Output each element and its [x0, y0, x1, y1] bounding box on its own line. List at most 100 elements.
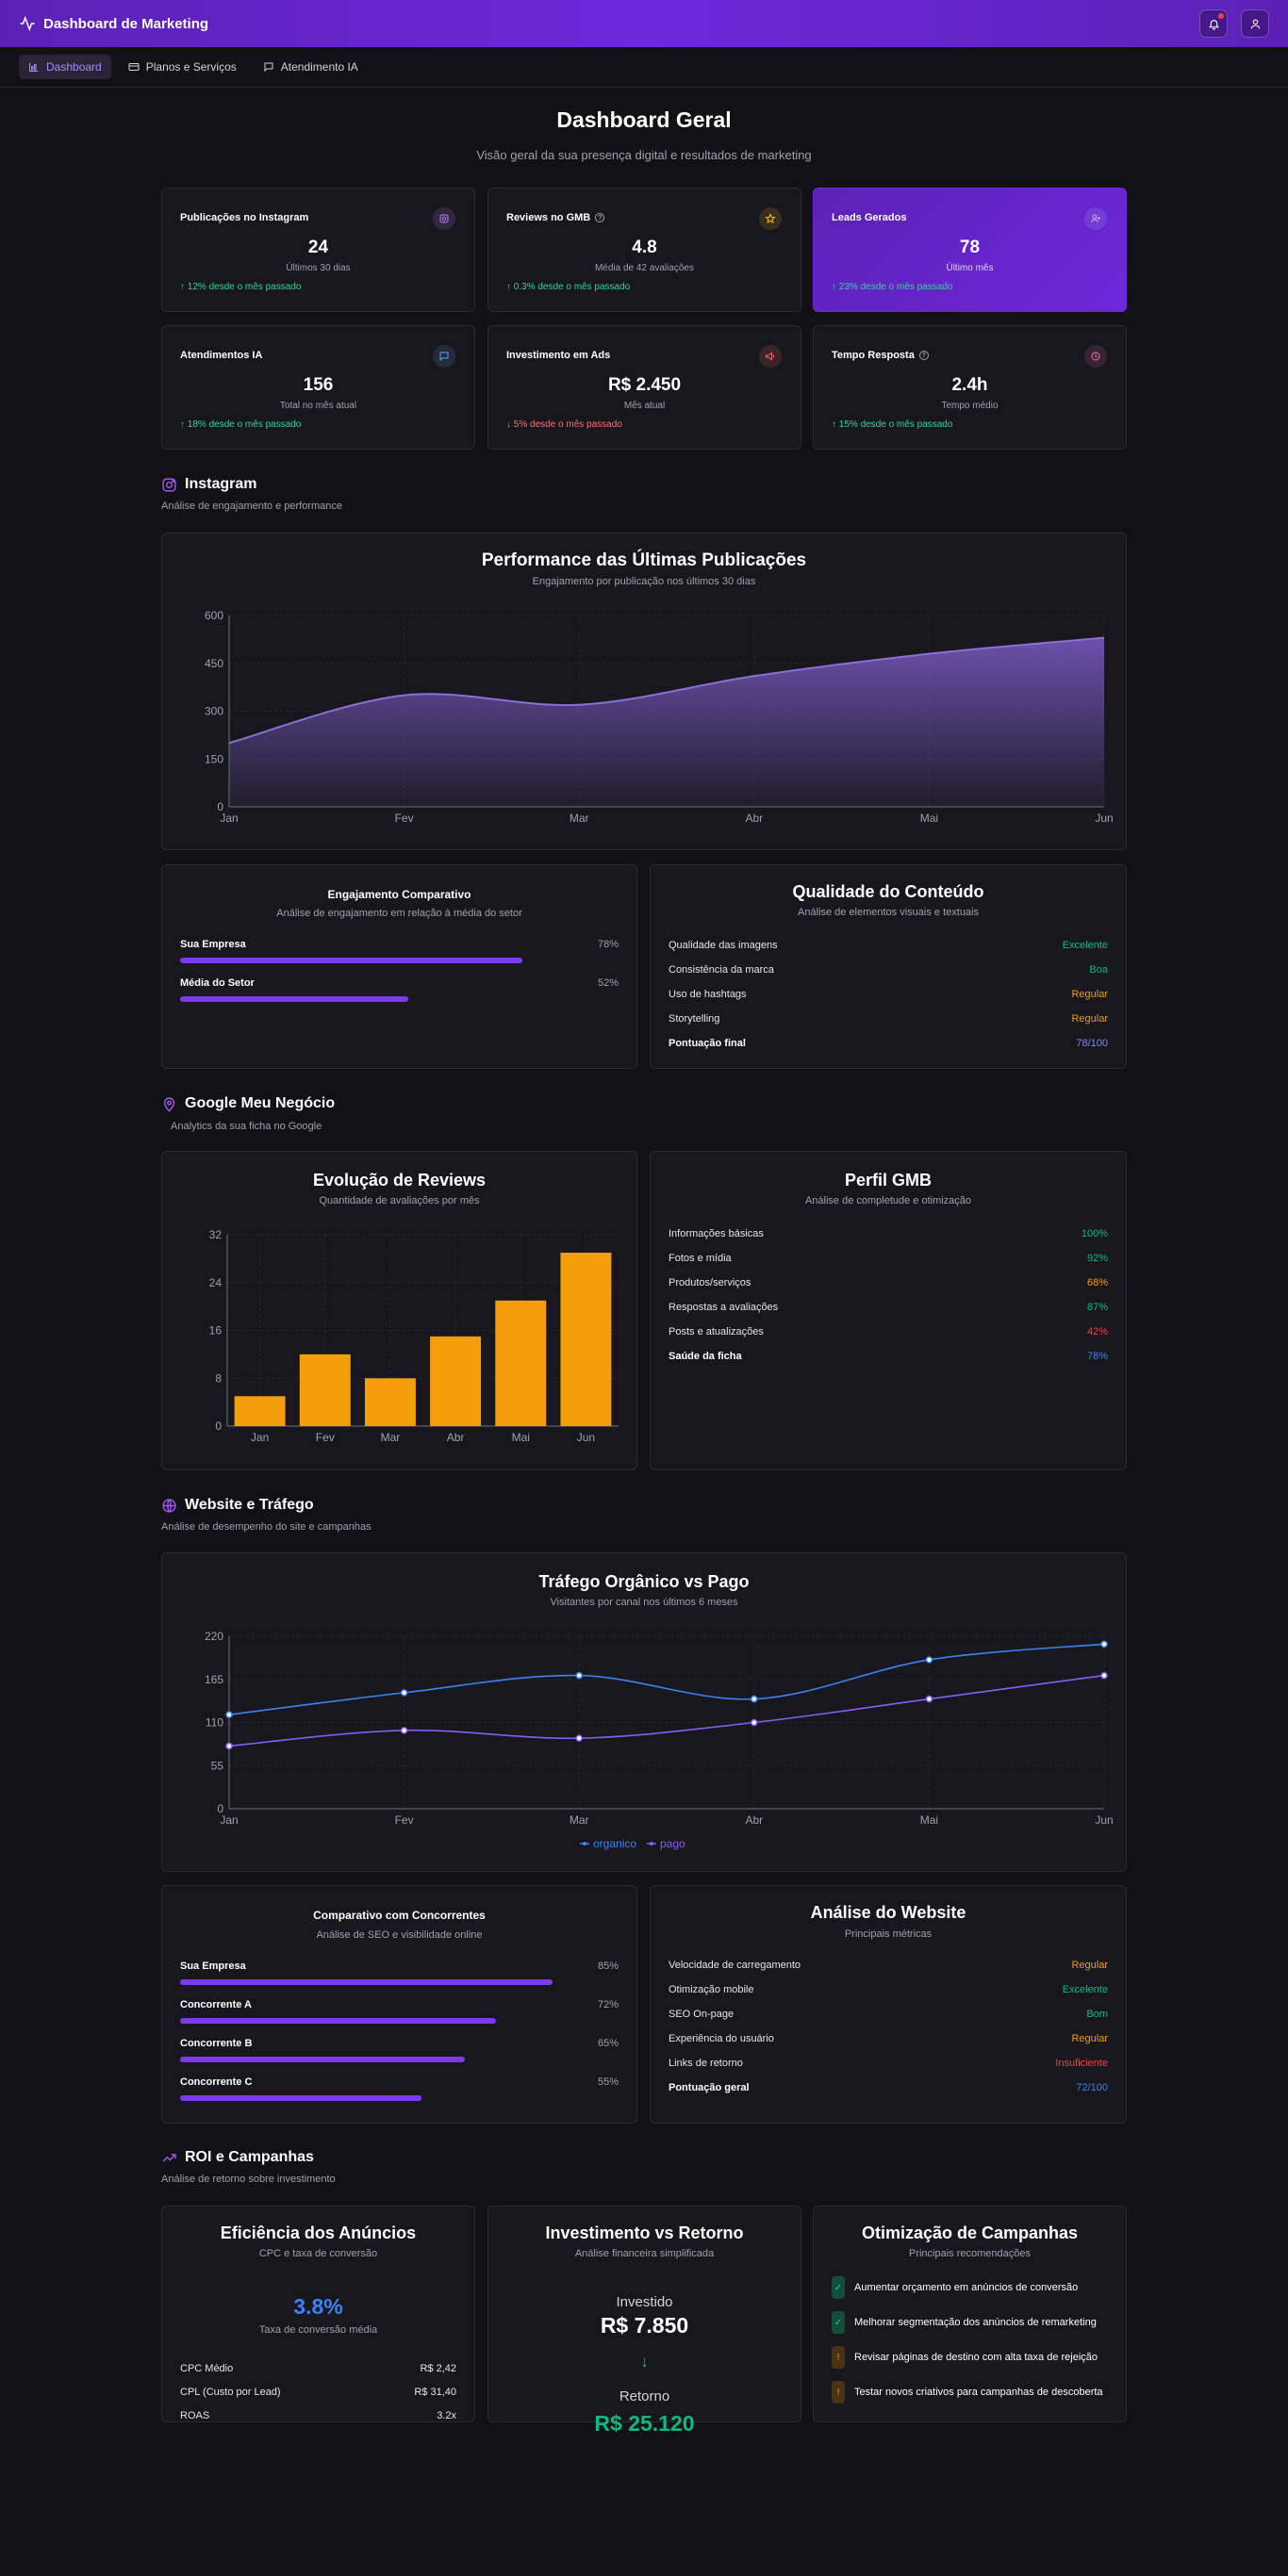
card-title: Qualidade do Conteúdo: [792, 882, 984, 901]
metric-label: Uso de hashtags: [669, 989, 747, 1000]
conversion-rate-label: Taxa de conversão média: [258, 2324, 378, 2336]
legend-label[interactable]: organico: [593, 1837, 636, 1850]
data-point[interactable]: [925, 1695, 933, 1703]
series-line: [228, 1674, 1105, 1747]
bar[interactable]: [299, 1354, 351, 1426]
stat-label-wrap: Publicações no Instagram: [180, 212, 308, 223]
metric-value: Regular: [1071, 1960, 1108, 1971]
metric-row: Consistência da marca Boa: [669, 964, 1108, 976]
stat-label-wrap: Tempo Resposta?: [832, 350, 929, 361]
stat-label-wrap: Leads Gerados: [832, 212, 906, 223]
metric-row: Otimização mobile Excelente: [669, 1984, 1108, 1995]
y-tick-label: 8: [215, 1371, 222, 1385]
x-tick-label: Jan: [251, 1431, 269, 1444]
x-tick-label: Fev: [395, 812, 414, 825]
area-fill: [229, 637, 1104, 807]
progress-value: 65%: [597, 2038, 619, 2049]
metric-label: Respostas a avaliações: [669, 1302, 779, 1313]
stat-caption: Último mês: [946, 263, 994, 273]
page-subtitle: Visão geral da sua presença digital e re…: [476, 148, 812, 162]
progress-label: Sua Empresa 78%: [180, 939, 619, 950]
profile-button[interactable]: [1241, 9, 1269, 38]
x-tick-label: Jan: [220, 812, 238, 825]
card-title: Comparativo com Concorrentes: [313, 1909, 486, 1922]
bar[interactable]: [430, 1336, 482, 1426]
data-point[interactable]: [1100, 1640, 1108, 1649]
check-icon: ✓: [832, 2311, 845, 2334]
y-tick-label: 32: [209, 1228, 223, 1241]
stat-card: Reviews no GMB? 4.8 Média de 42 avaliações…: [487, 188, 801, 312]
metric-label: Storytelling: [669, 1013, 720, 1025]
content-quality-card: Qualidade do Conteúdo Análise de element…: [650, 864, 1127, 1069]
performance-chart-card: Performance das Últimas Publicações Enga…: [161, 533, 1127, 850]
data-point[interactable]: [575, 1734, 583, 1742]
reviews-bar-chart: 0 8 16 24 32 Jan Fev Mar Abr Mai Jun: [209, 1228, 619, 1444]
metric-value: 92%: [1086, 1253, 1108, 1264]
metric-value: 72/100: [1076, 2082, 1108, 2093]
metric-value: 68%: [1086, 1277, 1108, 1288]
instagram-icon: [162, 477, 176, 492]
stat-label: Atendimentos IA: [180, 350, 263, 361]
tab-plans[interactable]: Planos e Serviços: [119, 55, 246, 79]
bar[interactable]: [495, 1300, 547, 1426]
progress-value: 78%: [597, 939, 619, 950]
info-icon[interactable]: ?: [595, 213, 605, 222]
progress-label: Concorrente C 55%: [180, 2076, 619, 2088]
data-point[interactable]: [225, 1711, 233, 1718]
chart-title: Tráfego Orgânico vs Pago: [538, 1572, 750, 1591]
metric-row: Velocidade de carregamento Regular: [669, 1960, 1108, 1971]
progress-bar: [180, 2057, 465, 2062]
tab-ai-support[interactable]: Atendimento IA: [254, 55, 368, 79]
stat-trend: ↑ 23% desde o mês passado: [832, 282, 953, 292]
data-point[interactable]: [1100, 1671, 1108, 1680]
recommendation-text: Testar novos criativos para campanhas de…: [854, 2387, 1103, 2398]
check-icon: ✓: [832, 2276, 845, 2299]
data-point[interactable]: [575, 1671, 583, 1680]
bar[interactable]: [364, 1378, 416, 1426]
bar[interactable]: [560, 1253, 612, 1426]
x-tick-label: Fev: [316, 1431, 335, 1444]
metric-value: Regular: [1071, 989, 1108, 1000]
app-title: Dashboard de Marketing: [43, 15, 209, 32]
metric-value: Regular: [1071, 2033, 1108, 2044]
info-icon[interactable]: ?: [918, 351, 929, 360]
progress-label: Sua Empresa 85%: [180, 1961, 619, 1972]
data-point[interactable]: [225, 1742, 233, 1750]
progress-name: Sua Empresa: [180, 939, 246, 950]
pending-icon: !: [832, 2381, 845, 2404]
x-tick-label: Mai: [920, 812, 938, 825]
card-title: Investimento vs Retorno: [545, 2223, 744, 2242]
tab-dashboard[interactable]: Dashboard: [19, 55, 111, 79]
data-point[interactable]: [751, 1718, 758, 1727]
metric-label: Qualidade das imagens: [669, 940, 778, 951]
message-icon: [433, 345, 455, 368]
card-subtitle: Principais recomendações: [908, 2248, 1031, 2259]
activity-icon: [20, 15, 35, 32]
metric-row: Respostas a avaliações 87%: [669, 1302, 1108, 1313]
brand[interactable]: Dashboard de Marketing: [19, 15, 208, 32]
metric-value: 78%: [1086, 1351, 1108, 1362]
legend-label[interactable]: pago: [660, 1837, 685, 1850]
competitors-card: Comparativo com Concorrentes Análise de …: [161, 1885, 637, 2124]
section-gmb: Google Meu Negócio: [161, 1095, 335, 1112]
metric-value: R$ 2,42: [420, 2363, 456, 2374]
data-point[interactable]: [925, 1656, 933, 1664]
bar[interactable]: [234, 1396, 286, 1426]
progress-name: Sua Empresa: [180, 1961, 246, 1972]
section-subtitle: Análise de retorno sobre investimento: [161, 2174, 336, 2185]
y-tick-label: 220: [205, 1630, 223, 1643]
website-analysis-card: Análise do Website Principais métricas V…: [650, 1885, 1127, 2124]
metric-row: Links de retorno Insuficiente: [669, 2058, 1108, 2069]
metric-label: Produtos/serviços: [669, 1277, 751, 1288]
investment-return-card: Investimento vs Retorno Análise financei…: [487, 2206, 801, 2422]
data-point[interactable]: [400, 1689, 408, 1697]
stat-value: 2.4h: [951, 375, 988, 395]
metric-label: CPC Médio: [180, 2363, 234, 2374]
metric-label: Posts e atualizações: [669, 1326, 764, 1337]
card-subtitle: Análise de completude e otimização: [804, 1195, 972, 1206]
notifications-button[interactable]: [1199, 9, 1228, 38]
data-point[interactable]: [400, 1727, 408, 1734]
stat-caption: Últimos 30 dias: [286, 263, 351, 273]
data-point[interactable]: [751, 1695, 758, 1703]
stat-card: Atendimentos IA 156 Total no mês atual ↑ 18…: [161, 325, 475, 450]
